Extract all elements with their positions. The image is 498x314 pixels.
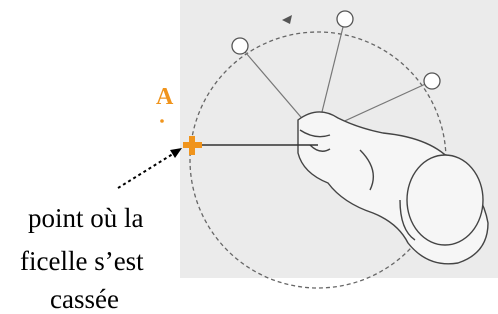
caption-line: point où la <box>28 203 144 233</box>
pointer-line <box>118 152 176 188</box>
diagram: A point où la ficelle s’est cassée <box>0 0 498 314</box>
caption-line: cassée <box>50 284 119 314</box>
label-dot <box>160 119 164 123</box>
caption-line: ficelle s’est <box>20 246 144 276</box>
page: A point où la ficelle s’est cassée (() =… <box>0 0 498 314</box>
point-label: A <box>156 84 174 110</box>
